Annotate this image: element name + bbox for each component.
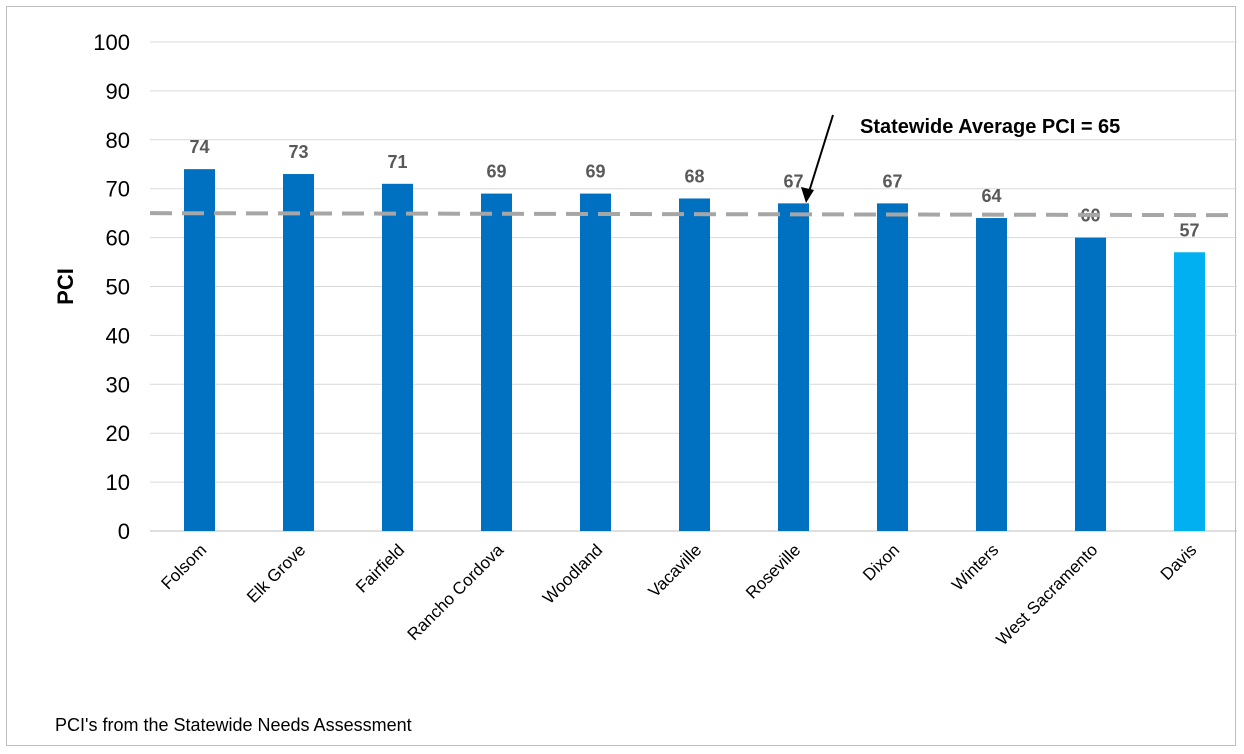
x-tick-label: Roseville [742, 540, 804, 602]
data-label: 74 [189, 137, 209, 157]
data-label: 67 [882, 171, 902, 191]
bar [382, 183, 413, 531]
x-tick-label: Fairfield [352, 540, 408, 596]
y-tick-label: 90 [106, 79, 130, 104]
reference-line-group [149, 211, 1237, 218]
y-axis-label: PCI [53, 268, 78, 305]
data-label: 73 [288, 142, 308, 162]
x-tick-label: Woodland [539, 540, 606, 607]
data-label: 69 [486, 162, 506, 182]
data-label: 68 [684, 166, 704, 186]
bar [184, 169, 215, 531]
annotation-arrow [801, 114, 834, 203]
bar [679, 198, 710, 532]
arrow-head [801, 187, 814, 203]
bar [877, 203, 908, 531]
y-tick-label: 40 [106, 323, 130, 348]
y-tick-label: 50 [106, 275, 130, 300]
y-axis-ticks: 0 10 20 30 40 50 60 70 80 90 100 [93, 30, 130, 544]
bar [976, 218, 1007, 532]
data-label: 64 [981, 186, 1001, 206]
arrow-shaft [807, 114, 834, 196]
x-tick-label: Davis [1157, 540, 1200, 583]
data-label: 57 [1179, 220, 1199, 240]
x-tick-label: Rancho Cordova [404, 540, 508, 644]
bars [184, 169, 1205, 532]
x-tick-label: Folsom [157, 540, 210, 593]
data-label: 71 [387, 152, 407, 172]
x-tick-label: Dixon [859, 540, 903, 584]
footnote: PCI's from the Statewide Needs Assessmen… [55, 715, 412, 735]
bar [580, 193, 611, 531]
y-tick-label: 30 [106, 372, 130, 397]
y-tick-label: 70 [106, 177, 130, 202]
reference-line [149, 211, 1237, 218]
reference-annotation: Statewide Average PCI = 65 [860, 116, 1120, 138]
y-tick-label: 0 [118, 519, 130, 544]
y-tick-label: 100 [93, 30, 130, 55]
y-tick-label: 20 [106, 421, 130, 446]
x-tick-label: Winters [948, 540, 1002, 594]
data-label: 67 [783, 171, 803, 191]
y-tick-label: 60 [106, 226, 130, 251]
x-tick-label: Elk Grove [243, 540, 309, 606]
data-label: 69 [585, 162, 605, 182]
y-tick-label: 80 [106, 128, 130, 153]
bar [778, 203, 809, 531]
data-labels: 7473716969686767646057 [189, 137, 1199, 240]
bar [1174, 252, 1205, 531]
bar [1075, 237, 1106, 531]
x-tick-label: West Sacramento [993, 540, 1102, 649]
x-tick-label: Vacaville [645, 540, 706, 601]
chart-frame: 0 10 20 30 40 50 60 70 80 90 100 74 73 71 69 69 68 67 67 6… [6, 6, 1237, 746]
bar [481, 193, 512, 531]
bar-chart: 0 10 20 30 40 50 60 70 80 90 100 74 73 71 69 69 68 67 67 6… [53, 30, 1237, 649]
y-tick-label: 10 [106, 470, 130, 495]
bar [283, 174, 314, 531]
